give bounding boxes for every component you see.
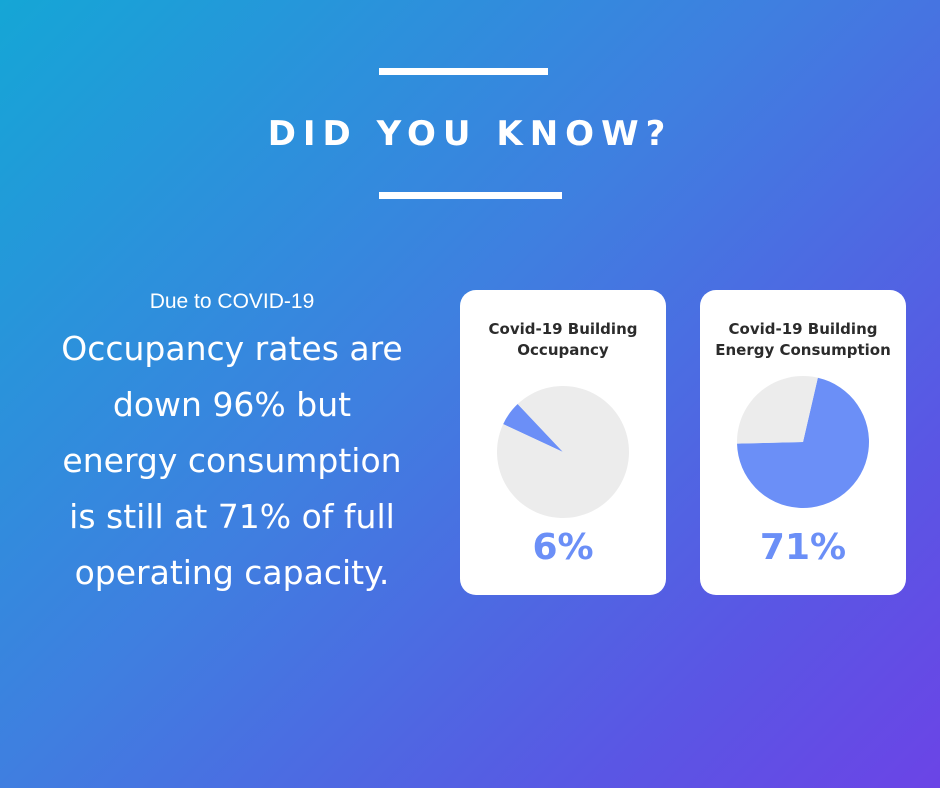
pie-slice-rest <box>737 376 818 444</box>
occupancy-card: Covid-19 Building Occupancy 6% <box>460 290 666 595</box>
occupancy-pie-chart <box>497 386 629 518</box>
top-divider <box>379 68 548 75</box>
chart-title-line: Covid-19 Building <box>728 320 878 338</box>
energy-pie-chart <box>737 376 869 508</box>
occupancy-chart-title: Covid-19 Building Occupancy <box>460 319 666 361</box>
statement-line: energy consumption <box>62 441 402 480</box>
statement-line: down 96% but <box>112 385 352 424</box>
statement-line: Occupancy rates are <box>61 329 403 368</box>
fact-statement: Occupancy rates are down 96% but energy … <box>30 321 434 601</box>
pie-slice-rest <box>497 386 629 518</box>
energy-card: Covid-19 Building Energy Consumption 71% <box>700 290 906 595</box>
energy-chart-title: Covid-19 Building Energy Consumption <box>700 319 906 361</box>
chart-title-line: Energy Consumption <box>715 341 891 359</box>
statement-line: is still at 71% of full <box>69 497 395 536</box>
pie-slice-value <box>503 404 563 452</box>
bottom-divider <box>379 192 562 199</box>
statement-line: operating capacity. <box>74 553 390 592</box>
kicker-text: Due to COVID-19 <box>149 290 315 313</box>
headline: DID YOU KNOW? <box>267 114 673 154</box>
chart-title-line: Occupancy <box>517 341 609 359</box>
energy-value: 71% <box>759 527 847 568</box>
occupancy-value: 6% <box>532 527 594 568</box>
chart-title-line: Covid-19 Building <box>488 320 638 338</box>
fact-text-block: Due to COVID-19 Occupancy rates are down… <box>30 287 434 601</box>
pie-slice-value <box>737 377 869 508</box>
